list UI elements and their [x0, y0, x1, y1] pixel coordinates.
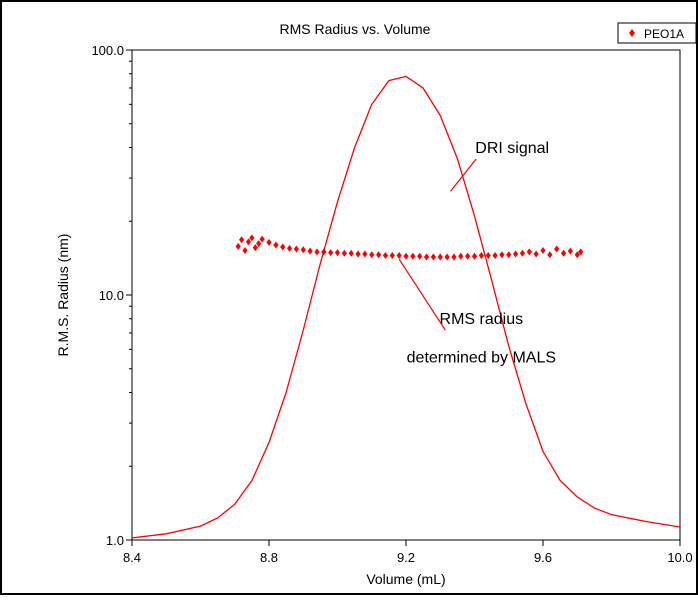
rms-radius-point	[533, 250, 539, 258]
rms-radius-point	[506, 251, 512, 259]
annotation-text: RMS radius	[440, 311, 524, 328]
rms-radius-point	[540, 246, 546, 254]
rms-radius-point	[410, 252, 416, 260]
rms-radius-point	[499, 251, 505, 259]
rms-radius-point	[465, 252, 471, 260]
rms-radius-point	[430, 253, 436, 261]
rms-radius-point	[249, 234, 255, 242]
rms-radius-point	[376, 251, 382, 259]
rms-radius-point	[485, 251, 491, 259]
rms-radius-point	[266, 238, 272, 246]
rms-radius-point	[293, 245, 299, 253]
rms-radius-point	[492, 251, 498, 259]
rms-radius-point	[417, 252, 423, 260]
rms-radius-point	[235, 242, 241, 250]
rms-radius-point	[458, 252, 464, 260]
legend-marker-diamond	[629, 29, 635, 37]
rms-radius-point	[554, 245, 560, 253]
rms-radius-point	[382, 251, 389, 259]
x-tick-label: 9.6	[534, 550, 552, 565]
y-axis-label: R.M.S. Radius (nm)	[55, 234, 71, 357]
rms-radius-point	[444, 253, 450, 261]
y-tick-label: 1.0	[106, 533, 124, 548]
chart-title: RMS Radius vs. Volume	[280, 21, 431, 37]
x-axis-ticks: 8.4 8.8 9.2 9.6 10.0	[123, 540, 693, 565]
rms-radius-point	[471, 252, 478, 260]
rms-radius-point	[451, 253, 457, 261]
rms-radius-point	[526, 248, 532, 256]
rms-radius-point	[314, 248, 320, 256]
rms-radius-point	[280, 243, 286, 251]
rms-radius-point	[519, 249, 526, 257]
y-tick-label: 10.0	[99, 288, 124, 303]
rms-radius-point	[252, 244, 258, 252]
rms-radius-point	[560, 249, 567, 257]
annotation-text: DRI signal	[475, 140, 549, 157]
x-tick-label: 10.0	[667, 550, 692, 565]
legend: PEO1A	[617, 22, 697, 44]
rms-radius-point	[334, 249, 341, 257]
rms-radius-point	[245, 238, 252, 246]
rms-radius-point	[259, 235, 265, 243]
rms-radius-point	[396, 251, 402, 259]
legend-label: PEO1A	[644, 27, 684, 41]
rms-radius-point	[300, 246, 306, 254]
data-series	[131, 75, 681, 539]
x-tick-label: 8.8	[260, 550, 278, 565]
rms-radius-point	[478, 251, 484, 259]
x-axis-label: Volume (mL)	[366, 571, 445, 587]
rms-radius-point	[369, 251, 375, 259]
rms-radius-point	[389, 251, 395, 259]
rms-radius-point	[362, 250, 368, 258]
rms-radius-point	[355, 250, 361, 258]
rms-radius-point	[273, 241, 279, 249]
annotation-leader-line	[398, 258, 446, 331]
rms-radius-point	[437, 253, 443, 261]
rms-radius-point	[423, 253, 430, 261]
dri-signal-line	[131, 75, 681, 539]
rms-radius-point	[547, 251, 553, 259]
rms-radius-point	[307, 247, 313, 255]
annotation-text: determined by MALS	[407, 350, 556, 367]
y-axis-ticks: 1.0 10.0 100.0	[91, 43, 132, 548]
rms-radius-point	[239, 236, 245, 244]
rms-radius-point	[328, 249, 334, 257]
y-tick-label: 100.0	[91, 43, 124, 58]
rms-radius-point	[574, 251, 580, 259]
rms-radius-point	[348, 249, 354, 257]
annotations: DRI signal RMS radius determined by MALS	[398, 140, 556, 367]
rms-radius-point	[341, 249, 347, 257]
rms-radius-point	[513, 250, 519, 258]
rms-radius-point	[242, 246, 248, 254]
rms-radius-point	[567, 247, 573, 255]
rms-radius-point	[256, 240, 262, 248]
x-tick-label: 9.2	[397, 550, 415, 565]
rms-radius-point	[578, 248, 584, 256]
rms-radius-point	[403, 252, 409, 260]
legend-box	[617, 22, 697, 44]
plot-area-frame	[131, 49, 681, 541]
x-tick-label: 8.4	[123, 550, 141, 565]
annotation-leader-line	[450, 158, 477, 192]
rms-radius-point	[286, 244, 293, 252]
